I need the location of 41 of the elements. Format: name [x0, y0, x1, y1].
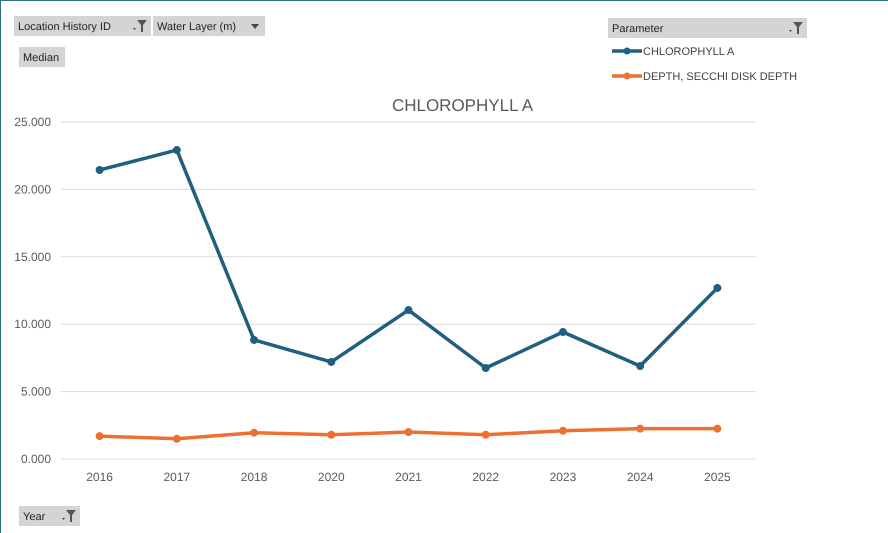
point: [404, 428, 412, 436]
y-tick-label: 15.000: [14, 250, 52, 264]
point: [558, 426, 567, 435]
point: [250, 428, 258, 437]
legend-title: Parameter: [612, 23, 664, 35]
x-tick-label: 2025: [704, 470, 732, 484]
x-tick-label: 2017: [163, 470, 191, 484]
point: [713, 424, 722, 433]
text: Year: [23, 511, 46, 523]
text: Median: [23, 52, 60, 64]
y-tick-label: 5.000: [20, 384, 52, 399]
point: [636, 362, 644, 370]
y-tick-label: 20.000: [14, 182, 52, 196]
point: [327, 430, 336, 439]
point: [404, 306, 412, 314]
text: Location History ID: [18, 21, 111, 33]
y-tick-label: 25.000: [14, 115, 52, 129]
x-tick-label: 2020: [318, 470, 345, 484]
legend-label: CHLOROPHYLL A: [643, 46, 735, 58]
legend-label: DEPTH, SECCHI DISK DEPTH: [643, 71, 798, 83]
point: [558, 328, 567, 336]
y-tick-label: 10.000: [14, 317, 52, 332]
x-tick-label: 2024: [626, 470, 654, 484]
point: [250, 336, 258, 344]
point: [713, 284, 722, 292]
point: [96, 166, 104, 174]
x-tick-label: 2021: [395, 470, 422, 484]
point: [172, 434, 181, 443]
point: [96, 432, 104, 440]
point: [482, 430, 490, 439]
text: Water Layer (m): [157, 21, 236, 33]
chart-title: CHLOROPHYLL A: [392, 96, 534, 115]
point: [327, 358, 336, 366]
x-tick-label: 2023: [550, 470, 577, 484]
x-tick-label: 2022: [472, 470, 500, 484]
y-tick-label: 0.000: [20, 452, 52, 466]
x-tick-label: 2018: [240, 470, 268, 484]
x-tick-label: 2016: [86, 470, 114, 484]
point: [482, 364, 490, 372]
point: [172, 146, 181, 154]
point: [636, 424, 644, 433]
